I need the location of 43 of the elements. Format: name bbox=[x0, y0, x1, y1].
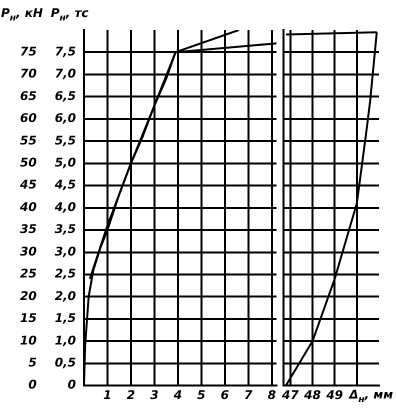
y2-tick-label: 25 bbox=[20, 266, 37, 281]
y2-tick-label: 45 bbox=[18, 178, 37, 192]
y2-tick-label: 70 bbox=[20, 66, 37, 81]
y2-tick-label: 15 bbox=[20, 311, 37, 326]
y-tick-label: 7,0 bbox=[54, 66, 76, 81]
x-tick-label: 2 bbox=[126, 388, 136, 402]
x-tick-label: 3 bbox=[150, 388, 159, 402]
y-tick-label: 4,5 bbox=[54, 178, 76, 192]
x-tick-label: 7 bbox=[244, 388, 254, 402]
y2-tick-label: 40 bbox=[18, 200, 37, 214]
y-tick-label: 2,5 bbox=[54, 266, 76, 281]
x-tick-label: 49 bbox=[325, 388, 344, 402]
y-tick-label: 4,0 bbox=[54, 200, 76, 214]
x-tick-label: 48 bbox=[303, 388, 321, 402]
x-tick-label: 8 bbox=[268, 388, 276, 402]
y-tick-label: 2,0 bbox=[54, 288, 76, 303]
y2-tick-label: 20 bbox=[20, 288, 37, 303]
y-tick-label: 0 bbox=[68, 378, 76, 392]
y-tick-label: 0,5 bbox=[54, 356, 76, 370]
y-tick-label: 3,0 bbox=[54, 244, 76, 258]
y2-tick-label: 10 bbox=[20, 333, 37, 348]
x-tick-label: 5 bbox=[197, 388, 206, 402]
x-tick-label: 1 bbox=[103, 388, 112, 402]
y-tick-label: 1,0 bbox=[54, 333, 76, 348]
y2-tick-label: 55 bbox=[20, 133, 37, 148]
y-tick-label: 5,5 bbox=[54, 133, 76, 148]
y-tick-label: 6,0 bbox=[54, 111, 76, 126]
x-tick-label: 4 bbox=[172, 388, 182, 402]
y2-tick-label: 5 bbox=[28, 356, 37, 370]
y-tick-label: 6,5 bbox=[54, 88, 76, 103]
y-tick-label: 3,5 bbox=[54, 222, 76, 236]
y2-tick-label: 60 bbox=[20, 111, 37, 126]
x-tick-label: 47 bbox=[281, 388, 300, 402]
y-tick-label: 7,5 bbox=[54, 44, 76, 58]
y2-tick-label: 50 bbox=[20, 155, 37, 170]
x-tick-label: 6 bbox=[220, 388, 229, 402]
y-tick-label: 1,5 bbox=[54, 311, 76, 326]
y2-tick-label: 0 bbox=[28, 378, 37, 392]
y2-tick-label: 35 bbox=[20, 222, 37, 236]
y2-tick-label: 65 bbox=[20, 88, 37, 103]
y-tick-label: 5,0 bbox=[54, 155, 76, 170]
y2-tick-label: 30 bbox=[20, 244, 37, 258]
y2-tick-label: 75 bbox=[20, 44, 37, 58]
